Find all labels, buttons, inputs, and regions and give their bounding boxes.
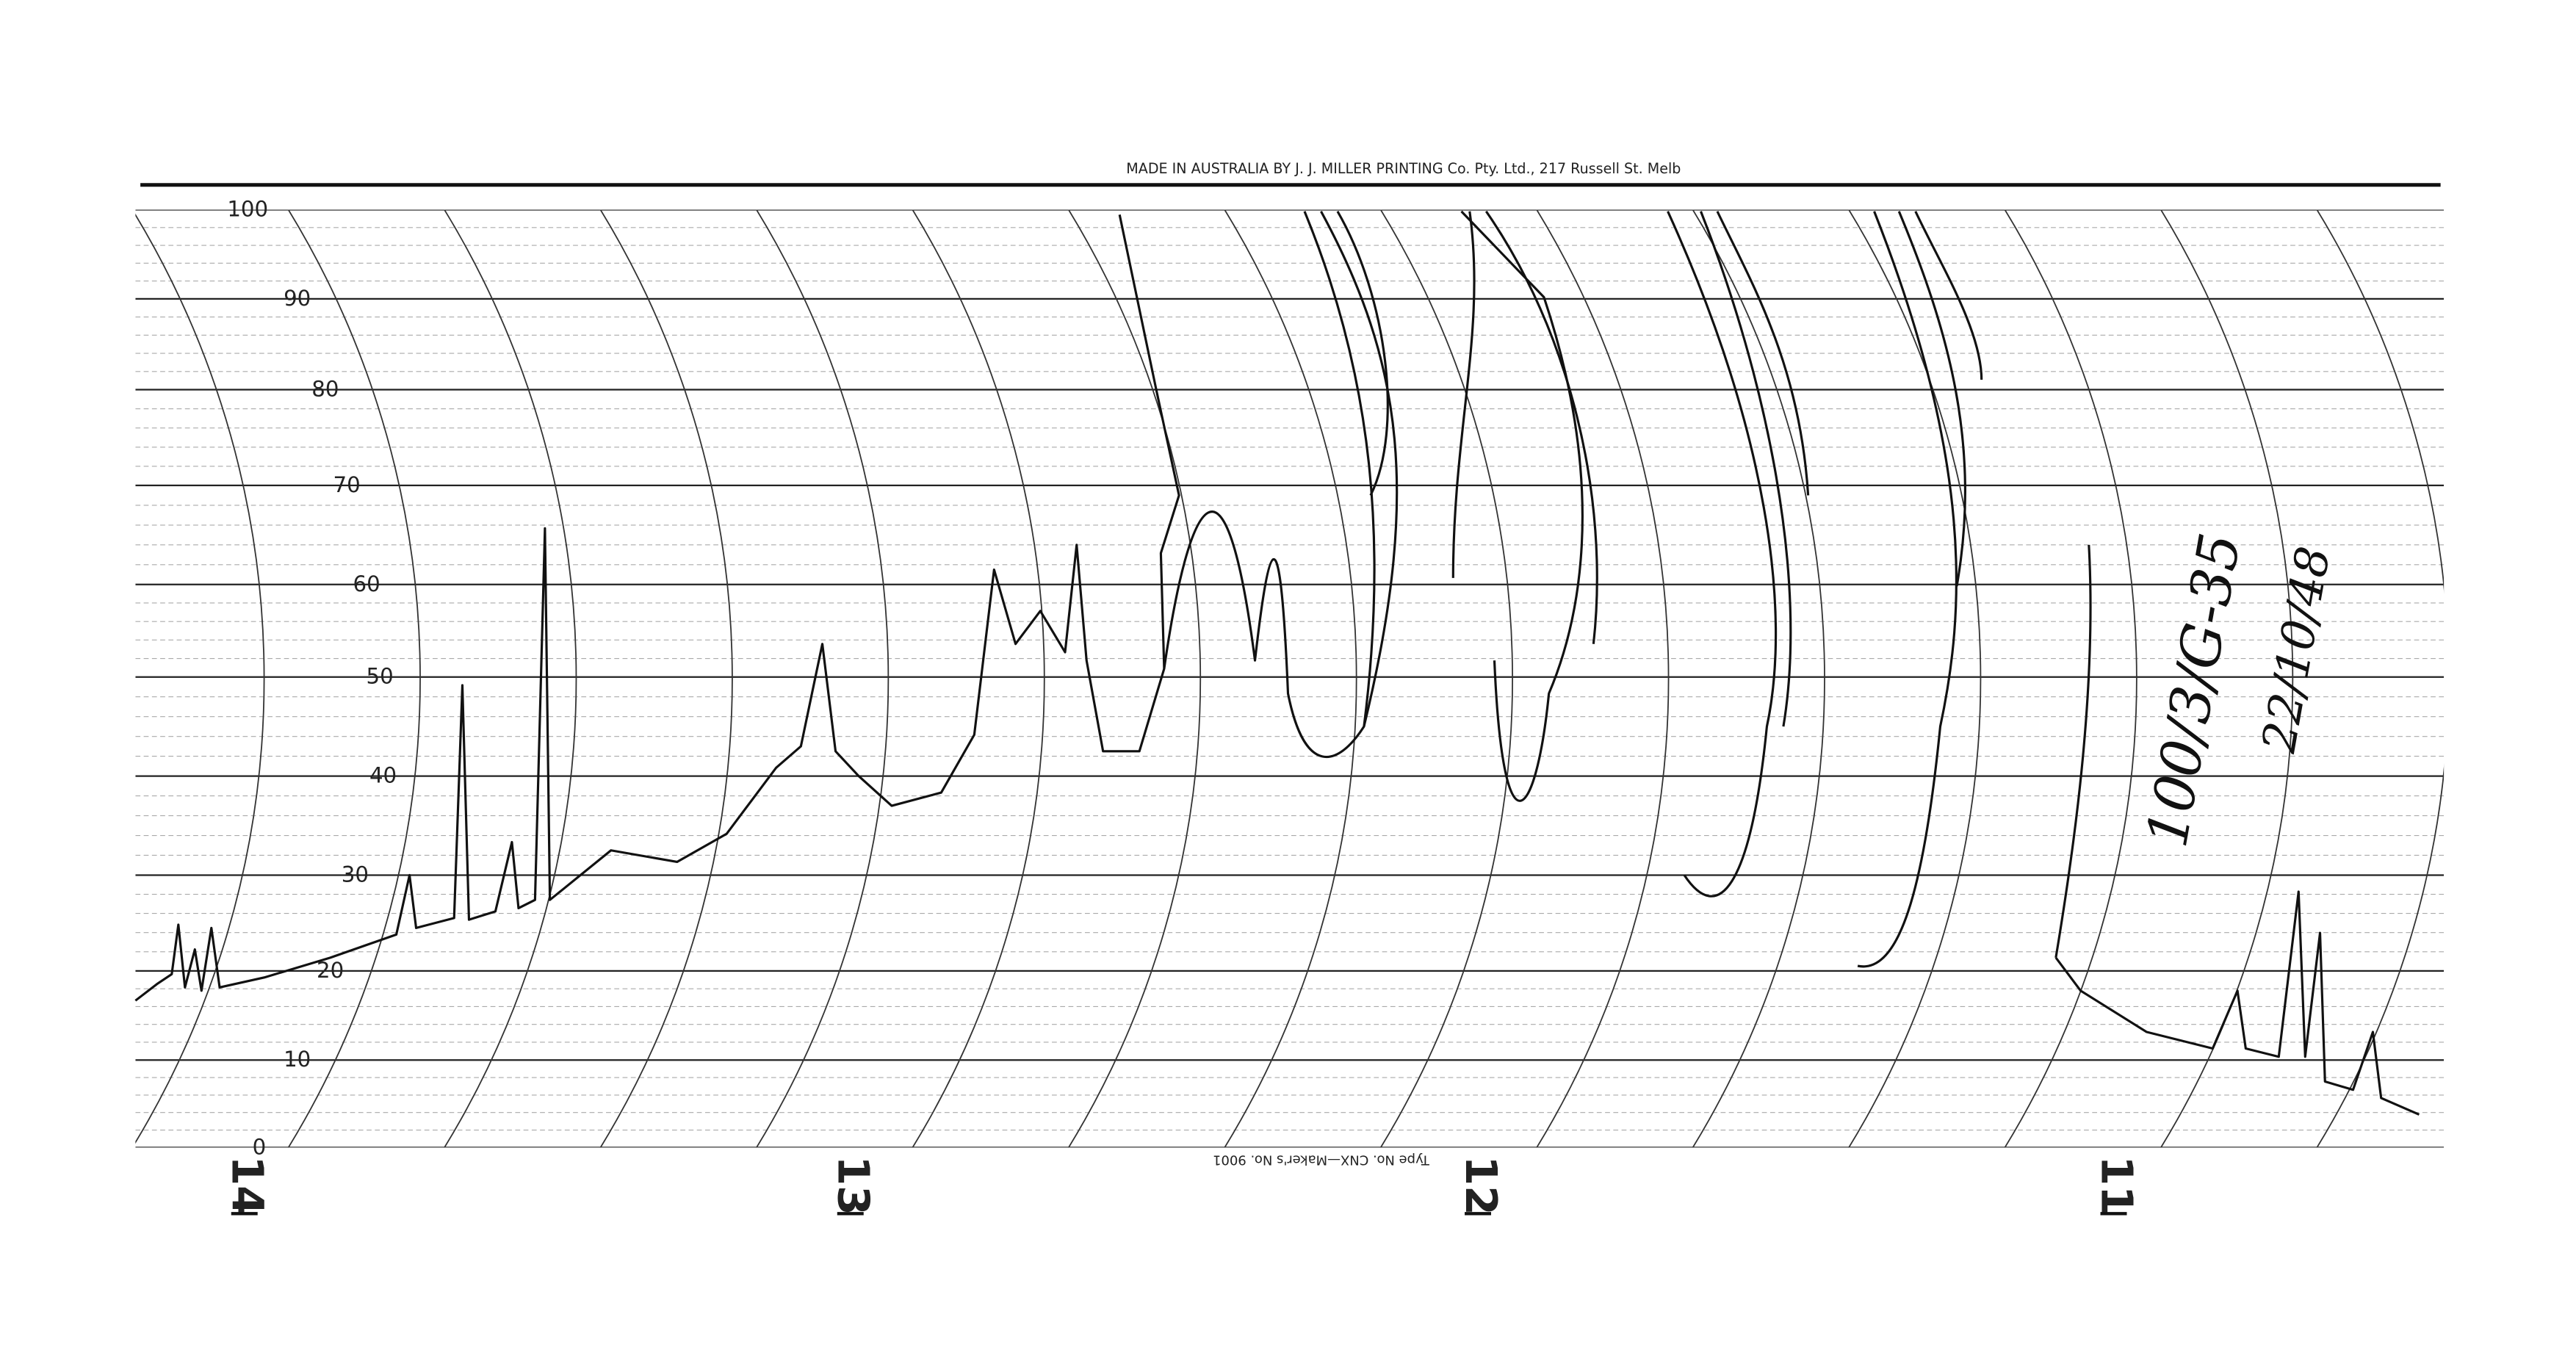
time-arc bbox=[287, 209, 421, 1148]
scale-label: 60 bbox=[353, 571, 380, 596]
time-arc bbox=[912, 209, 1045, 1148]
hour-labels: 14 13 12 11 bbox=[223, 1155, 2142, 1215]
hour-label: 12 bbox=[1456, 1155, 1506, 1215]
scale-label: 20 bbox=[317, 958, 344, 983]
scale-label: 70 bbox=[333, 472, 361, 497]
time-arc bbox=[2004, 209, 2137, 1148]
hour-label-group: 12 bbox=[1456, 1155, 1506, 1215]
scale-label: 90 bbox=[284, 286, 311, 311]
scale-label: 100 bbox=[227, 196, 268, 221]
time-arc bbox=[443, 209, 577, 1148]
time-arc bbox=[135, 213, 265, 1144]
scale-label: 0 bbox=[253, 1134, 267, 1159]
hour-label-group: 11 bbox=[2091, 1155, 2141, 1215]
time-arcs bbox=[135, 209, 2445, 1148]
scale-label: 80 bbox=[311, 377, 339, 402]
time-arc bbox=[1847, 209, 1982, 1148]
header-imprint: MADE IN AUSTRALIA BY J. J. MILLER PRINTI… bbox=[1126, 160, 1681, 177]
scale-label: 30 bbox=[342, 862, 369, 887]
hour-label: 13 bbox=[829, 1155, 878, 1215]
time-arc bbox=[2316, 209, 2445, 1148]
time-arc bbox=[1224, 209, 1357, 1148]
hour-label: 11 bbox=[2091, 1155, 2141, 1215]
scale-label: 10 bbox=[284, 1047, 311, 1072]
scale-label: 40 bbox=[369, 763, 397, 788]
scale-label: 50 bbox=[366, 664, 393, 689]
time-arc bbox=[1379, 209, 1514, 1148]
hour-label-group: 13 bbox=[829, 1155, 878, 1215]
grid bbox=[135, 209, 2445, 1148]
recorder-trace bbox=[134, 210, 2420, 1116]
time-arc bbox=[599, 209, 733, 1148]
footer-imprint: Type No. CNX—Maker's No. 9001 bbox=[1213, 1152, 1430, 1168]
time-arc bbox=[1535, 209, 1670, 1148]
time-arc bbox=[755, 209, 890, 1148]
time-arc bbox=[1692, 209, 1825, 1148]
hour-label-group: 14 bbox=[223, 1155, 273, 1215]
hour-label: 14 bbox=[223, 1155, 273, 1215]
time-arc bbox=[1067, 209, 1202, 1148]
